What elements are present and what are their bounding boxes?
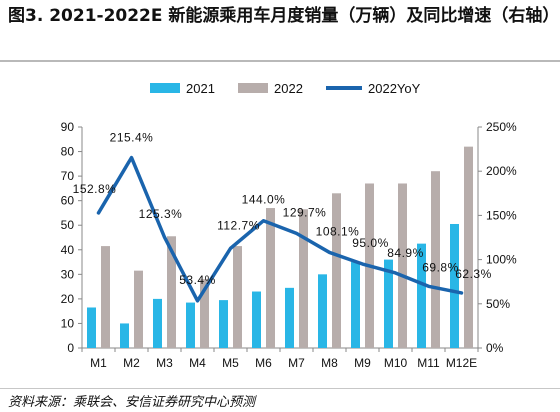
yoy-data-label: 84.9% bbox=[387, 246, 424, 260]
left-tick-label: 10 bbox=[61, 316, 75, 330]
bar-2021 bbox=[318, 274, 327, 348]
legend-label-2022: 2022 bbox=[274, 81, 303, 96]
bar-2022 bbox=[398, 183, 407, 348]
yoy-data-label: 108.1% bbox=[316, 224, 360, 238]
x-tick-label: M11 bbox=[417, 356, 440, 370]
x-tick-label: M6 bbox=[255, 356, 272, 370]
left-tick-label: 90 bbox=[61, 120, 75, 134]
bar-2022 bbox=[299, 209, 308, 348]
bar-2021 bbox=[186, 302, 195, 348]
x-tick-label: M2 bbox=[123, 356, 140, 370]
left-tick-label: 30 bbox=[61, 267, 75, 281]
left-tick-label: 40 bbox=[61, 243, 75, 257]
x-tick-label: M1 bbox=[90, 356, 107, 370]
left-tick-label: 60 bbox=[61, 194, 75, 208]
bar-2022 bbox=[464, 146, 473, 348]
left-tick-label: 0 bbox=[67, 341, 74, 355]
yoy-data-label: 129.7% bbox=[283, 205, 327, 219]
yoy-line bbox=[96, 155, 464, 303]
x-tick-label: M4 bbox=[189, 356, 206, 370]
left-tick-label: 70 bbox=[61, 169, 75, 183]
left-tick-label: 50 bbox=[61, 218, 75, 232]
legend-swatch-2021 bbox=[150, 83, 180, 93]
bar-2021 bbox=[87, 307, 96, 348]
bar-2021 bbox=[153, 298, 162, 348]
bar-2022 bbox=[332, 193, 341, 348]
bar-2021 bbox=[219, 300, 228, 348]
legend-label-2021: 2021 bbox=[186, 81, 215, 96]
right-tick-label: 250% bbox=[486, 120, 517, 134]
bar-2021 bbox=[384, 259, 393, 348]
bar-2021 bbox=[252, 291, 261, 348]
legend-swatch-2022 bbox=[238, 83, 268, 93]
right-tick-label: 100% bbox=[486, 253, 517, 267]
x-tick-label: M5 bbox=[222, 356, 239, 370]
yoy-data-label: 152.8% bbox=[73, 182, 117, 196]
bar-2021 bbox=[351, 262, 360, 348]
title-divider bbox=[0, 60, 560, 62]
x-tick-label: M9 bbox=[354, 356, 371, 370]
right-tick-label: 0% bbox=[486, 341, 504, 355]
yoy-data-label: 95.0% bbox=[352, 236, 389, 250]
bar-2021 bbox=[120, 323, 129, 348]
bar-2022 bbox=[200, 279, 209, 348]
x-tick-label: M12E bbox=[446, 356, 477, 370]
right-tick-label: 200% bbox=[486, 164, 517, 178]
yoy-data-label: 215.4% bbox=[110, 131, 154, 145]
chart-axes: 0 10 20 30 40 50 60 70 80 90 0% 50% 100% 150% 200% 250%… bbox=[61, 120, 517, 370]
bar-2022 bbox=[233, 246, 242, 348]
right-tick-label: 150% bbox=[486, 208, 517, 222]
yoy-data-label: 144.0% bbox=[242, 193, 286, 207]
bar-2021 bbox=[285, 287, 294, 348]
left-tick-label: 80 bbox=[61, 145, 75, 159]
yoy-data-label: 53.4% bbox=[179, 273, 216, 287]
bar-2021 bbox=[417, 243, 426, 348]
yoy-data-label: 125.3% bbox=[139, 207, 183, 221]
right-tick-label: 50% bbox=[486, 297, 510, 311]
x-tick-label: M8 bbox=[321, 356, 338, 370]
yoy-data-label: 69.8% bbox=[422, 260, 459, 274]
legend-label-yoy: 2022YoY bbox=[368, 81, 421, 96]
source-divider bbox=[0, 388, 560, 389]
yoy-data-label: 112.7% bbox=[217, 218, 260, 232]
bar-2021 bbox=[450, 223, 459, 348]
chart: 2021 2022 2022YoY 0 10 20 30 40 50 60 70 80 90 0% 50%… bbox=[61, 81, 517, 370]
source-note: 资料来源：乘联会、安信证券研究中心预测 bbox=[8, 395, 256, 410]
chart-bars bbox=[87, 146, 473, 348]
data-labels: 152.8% 215.4% 125.3% 53.4% 112.7% 144.0%129.7… bbox=[73, 131, 492, 287]
chart-title: 图3. 2021-2022E 新能源乘用车月度销量（万辆）及同比增速（右轴） bbox=[8, 6, 560, 26]
bar-2022 bbox=[167, 236, 176, 348]
bar-2022 bbox=[431, 171, 440, 348]
bar-2022 bbox=[101, 246, 110, 348]
chart-legend: 2021 2022 2022YoY bbox=[150, 81, 421, 96]
yoy-line-series bbox=[96, 155, 464, 303]
x-tick-label: M10 bbox=[384, 356, 408, 370]
bar-2022 bbox=[266, 208, 275, 348]
x-tick-label: M7 bbox=[288, 356, 305, 370]
x-tick-label: M3 bbox=[156, 356, 173, 370]
left-tick-label: 20 bbox=[61, 292, 75, 306]
bar-2022 bbox=[134, 270, 143, 348]
yoy-data-label: 62.3% bbox=[455, 267, 492, 281]
